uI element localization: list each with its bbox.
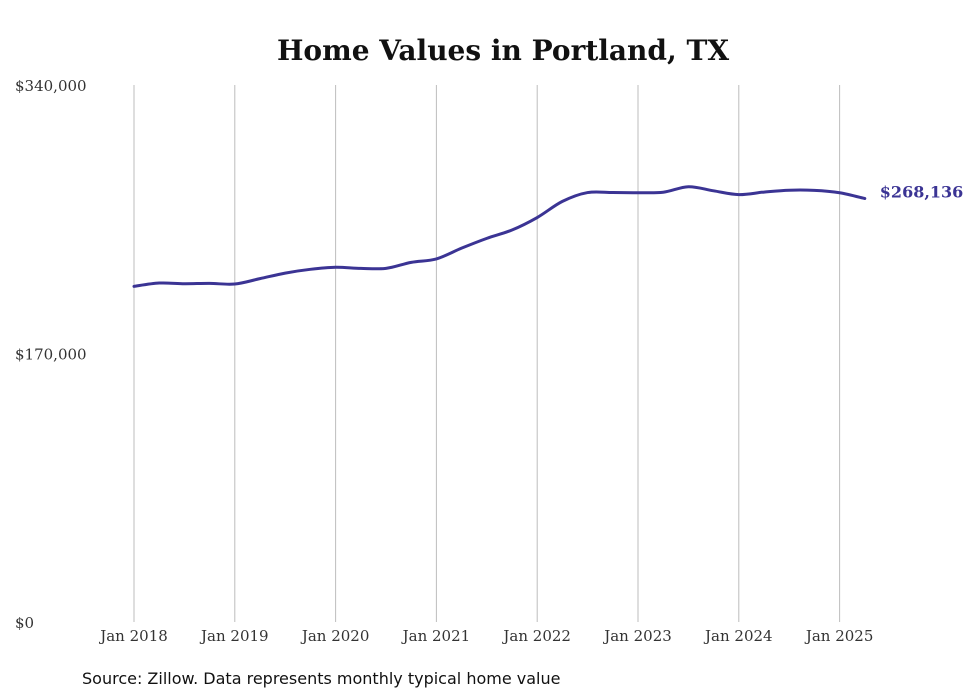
y-tick-label-3: $340,000	[15, 77, 87, 95]
series-line-1	[132, 185, 867, 288]
source-note: Source: Zillow. Data represents monthly …	[82, 669, 560, 688]
grid-lines	[133, 85, 841, 622]
end-value-label: $268,136	[880, 183, 964, 202]
x-tick-label-7: Jan 2024	[703, 627, 773, 645]
x-tick-label-8: Jan 2025	[804, 627, 874, 645]
chart-title: Home Values in Portland, TX	[277, 34, 729, 67]
x-tick-label-3: Jan 2020	[300, 627, 370, 645]
x-tick-label-1: Jan 2018	[98, 627, 168, 645]
y-tick-label-1: $0	[15, 614, 34, 632]
x-tick-label-2: Jan 2019	[199, 627, 269, 645]
x-tick-label-5: Jan 2022	[501, 627, 571, 645]
x-tick-label-6: Jan 2023	[602, 627, 672, 645]
x-axis-tick-labels: Jan 2018 Jan 2019 Jan 2020 Jan 2021 Jan 2022…	[98, 627, 873, 645]
y-tick-label-2: $170,000	[15, 346, 87, 364]
y-axis-tick-labels: $0 $170,000 $340,000	[15, 77, 87, 632]
x-tick-label-4: Jan 2021	[401, 627, 471, 645]
series-layer	[132, 185, 867, 288]
